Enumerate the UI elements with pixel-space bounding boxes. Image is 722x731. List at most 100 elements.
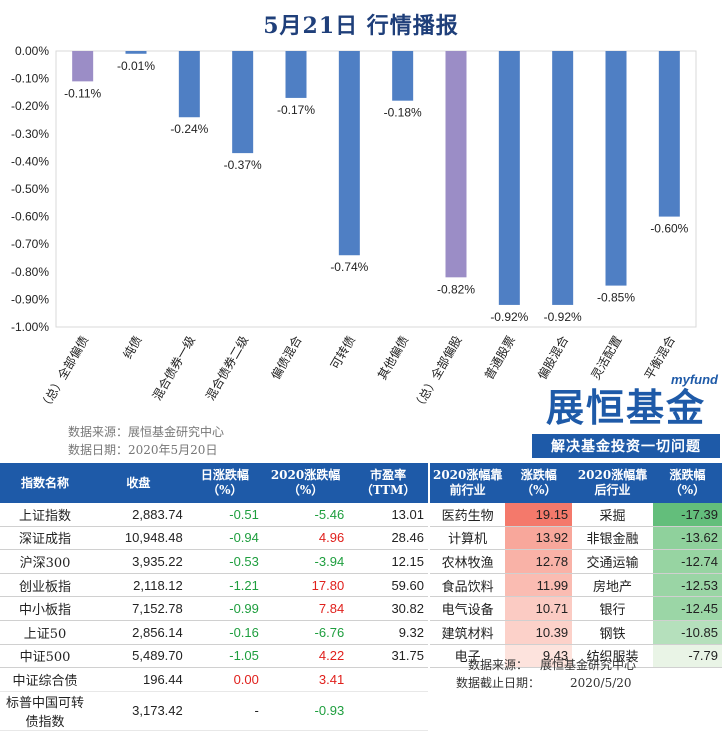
col-pe: 市盈率（TTM） [348, 463, 428, 503]
ytd-change: -0.93 [262, 691, 349, 731]
ytd-change: -6.76 [262, 620, 349, 645]
ytd-change: 4.22 [262, 644, 349, 669]
chart-source: 数据来源：展恒基金研究中心 [68, 425, 225, 439]
day-change: -0.53 [186, 549, 263, 574]
close-value: 196.44 [90, 667, 187, 692]
data-label: -0.92% [544, 310, 582, 324]
ytd-change: 3.41 [262, 667, 349, 692]
data-label: -0.01% [117, 59, 155, 73]
bottom-industry: 钢铁 [572, 620, 653, 645]
day-change: - [186, 691, 263, 731]
col-bottom-change: 涨跌幅（%） [652, 463, 722, 503]
index-name: 中证500 [0, 644, 90, 669]
index-name: 标普中国可转债指数 [0, 691, 90, 731]
data-label: -0.92% [490, 310, 528, 324]
top-industry: 电气设备 [430, 596, 506, 621]
bar [338, 51, 360, 256]
ytd-change: 4.96 [262, 526, 349, 551]
index-name: 沪深300 [0, 549, 90, 574]
top-change: 10.71 [505, 596, 573, 621]
table-row: 上证指数 2,883.74 -0.51 -5.46 13.01 [0, 503, 428, 527]
brand-logo: myfund 展恒基金 解决基金投资一切问题 [530, 372, 722, 464]
col-ytd-change: 2020涨跌幅（%） [262, 463, 349, 503]
close-value: 7,152.78 [90, 596, 187, 621]
footer-date-label: 数据截止日期： [456, 676, 541, 690]
col-top-change: 涨跌幅（%） [505, 463, 573, 503]
data-label: -0.37% [224, 158, 262, 172]
pe-value: 13.01 [348, 503, 428, 527]
chart-date: 数据日期：2020年5月20日 [68, 443, 218, 457]
top-industry: 电子 [430, 644, 506, 669]
day-change: 0.00 [186, 667, 263, 692]
day-change: -0.94 [186, 526, 263, 551]
top-change: 12.78 [505, 549, 573, 574]
category-label: 纯债 [120, 334, 144, 362]
page-title: 5月21日 行情播报 [263, 13, 459, 39]
logo-slogan: 解决基金投资一切问题 [532, 434, 720, 458]
table-row: 沪深300 3,935.22 -0.53 -3.94 12.15 [0, 549, 428, 574]
bottom-change: -12.53 [652, 573, 722, 598]
table-row: 中证500 5,489.70 -1.05 4.22 31.75 [0, 644, 428, 669]
close-value: 3,935.22 [90, 549, 187, 574]
category-label: 混合债券一级 [149, 333, 198, 403]
footer-date: 数据截止日期： 2020/5/20 [456, 674, 632, 691]
table-row: 中小板指 7,152.78 -0.99 7.84 30.82 [0, 596, 428, 621]
y-tick-label: 0.00% [15, 44, 49, 58]
bar [72, 51, 94, 82]
col-index-name: 指数名称 [0, 463, 90, 503]
bottom-industry: 采掘 [572, 503, 653, 527]
table-row: 食品饮料 11.99 房地产 -12.53 [430, 573, 722, 598]
table-row: 上证50 2,856.14 -0.16 -6.76 9.32 [0, 620, 428, 645]
logo-main-text: 展恒基金 [545, 385, 706, 430]
index-name: 创业板指 [0, 573, 90, 598]
table-row: 农林牧渔 12.78 交通运输 -12.74 [430, 549, 722, 574]
top-industry: 医药生物 [430, 503, 506, 527]
index-table: 指数名称 收盘 日涨跌幅（%） 2020涨跌幅（%） 市盈率（TTM） 上证指数… [0, 463, 428, 731]
top-industry: 食品饮料 [430, 573, 506, 598]
table-row: 电子 9.43 纺织服装 -7.79 [430, 644, 722, 669]
index-name: 中小板指 [0, 596, 90, 621]
table-row: 医药生物 19.15 采掘 -17.39 [430, 503, 722, 527]
bar [178, 51, 200, 118]
y-tick-label: -0.20% [11, 99, 49, 113]
top-industry: 农林牧渔 [430, 549, 506, 574]
bottom-industry: 银行 [572, 596, 653, 621]
day-change: -0.99 [186, 596, 263, 621]
bottom-industry: 房地产 [572, 573, 653, 598]
bottom-industry: 纺织服装 [572, 644, 653, 669]
bar [552, 51, 574, 305]
col-bottom-industry: 2020涨幅靠后行业 [572, 463, 653, 503]
bottom-industry: 非银金融 [572, 526, 653, 551]
y-tick-label: -0.50% [11, 182, 49, 196]
day-change: -0.16 [186, 620, 263, 645]
pe-value: 28.46 [348, 526, 428, 551]
index-name: 上证50 [0, 620, 90, 645]
day-change: -0.51 [186, 503, 263, 527]
data-label: -0.60% [650, 222, 688, 236]
col-day-change: 日涨跌幅（%） [186, 463, 263, 503]
y-tick-label: -1.00% [11, 320, 49, 334]
bottom-change: -10.85 [652, 620, 722, 645]
plot-area [55, 50, 697, 328]
y-tick-label: -0.40% [11, 154, 49, 168]
category-label: 偏债混合 [268, 333, 305, 382]
bar [605, 51, 627, 286]
footer-date-value: 2020/5/20 [570, 676, 632, 690]
data-label: -0.85% [597, 291, 635, 305]
table-row: 中证综合债 196.44 0.00 3.41 [0, 667, 428, 692]
pe-value [348, 691, 428, 731]
data-label: -0.18% [384, 106, 422, 120]
top-change: 13.92 [505, 526, 573, 551]
y-tick-label: -0.90% [11, 292, 49, 306]
pe-value: 9.32 [348, 620, 428, 645]
close-value: 2,118.12 [90, 573, 187, 598]
bottom-change: -7.79 [652, 644, 722, 669]
y-tick-label: -0.70% [11, 237, 49, 251]
data-label: -0.24% [170, 122, 208, 136]
data-label: -0.74% [330, 260, 368, 274]
category-label: （总）全部偏债 [36, 333, 91, 413]
table-row: 深证成指 10,948.48 -0.94 4.96 28.46 [0, 526, 428, 551]
category-label: 混合债券二级 [202, 333, 251, 403]
y-tick-label: -0.60% [11, 210, 49, 224]
day-change: -1.21 [186, 573, 263, 598]
